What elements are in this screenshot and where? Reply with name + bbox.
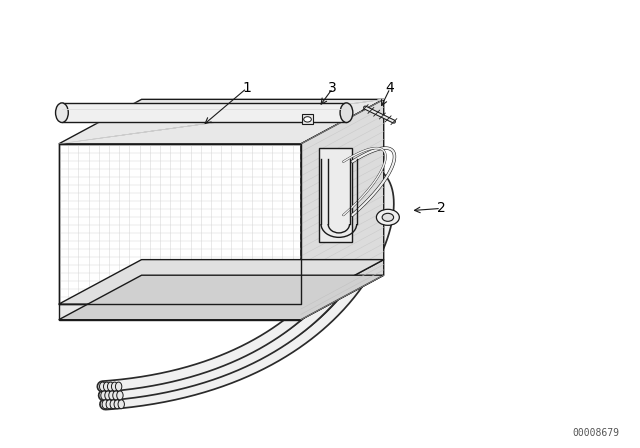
Polygon shape bbox=[301, 99, 384, 304]
Ellipse shape bbox=[118, 400, 124, 409]
Ellipse shape bbox=[109, 391, 115, 400]
Text: 1: 1 bbox=[243, 81, 251, 95]
Ellipse shape bbox=[104, 382, 110, 391]
Polygon shape bbox=[62, 103, 346, 122]
Text: 2: 2 bbox=[436, 202, 445, 215]
Circle shape bbox=[376, 209, 399, 225]
Polygon shape bbox=[59, 99, 384, 144]
Ellipse shape bbox=[116, 391, 123, 400]
Ellipse shape bbox=[56, 103, 68, 122]
Circle shape bbox=[304, 116, 311, 122]
Ellipse shape bbox=[115, 382, 122, 391]
Ellipse shape bbox=[105, 391, 111, 400]
Polygon shape bbox=[59, 275, 384, 320]
Ellipse shape bbox=[114, 400, 120, 409]
Ellipse shape bbox=[102, 400, 108, 409]
Ellipse shape bbox=[108, 382, 114, 391]
Text: 3: 3 bbox=[328, 81, 337, 95]
Polygon shape bbox=[319, 148, 352, 242]
Polygon shape bbox=[59, 260, 384, 304]
Ellipse shape bbox=[99, 382, 106, 391]
Ellipse shape bbox=[111, 382, 118, 391]
Ellipse shape bbox=[101, 391, 107, 400]
FancyBboxPatch shape bbox=[302, 115, 313, 124]
Ellipse shape bbox=[113, 391, 119, 400]
Polygon shape bbox=[301, 260, 384, 320]
Circle shape bbox=[382, 213, 394, 221]
Ellipse shape bbox=[106, 400, 113, 409]
Ellipse shape bbox=[110, 400, 116, 409]
Polygon shape bbox=[59, 144, 301, 304]
Text: 00008679: 00008679 bbox=[573, 428, 620, 438]
Ellipse shape bbox=[340, 103, 353, 122]
Polygon shape bbox=[59, 304, 301, 320]
Text: 4: 4 bbox=[386, 81, 394, 95]
